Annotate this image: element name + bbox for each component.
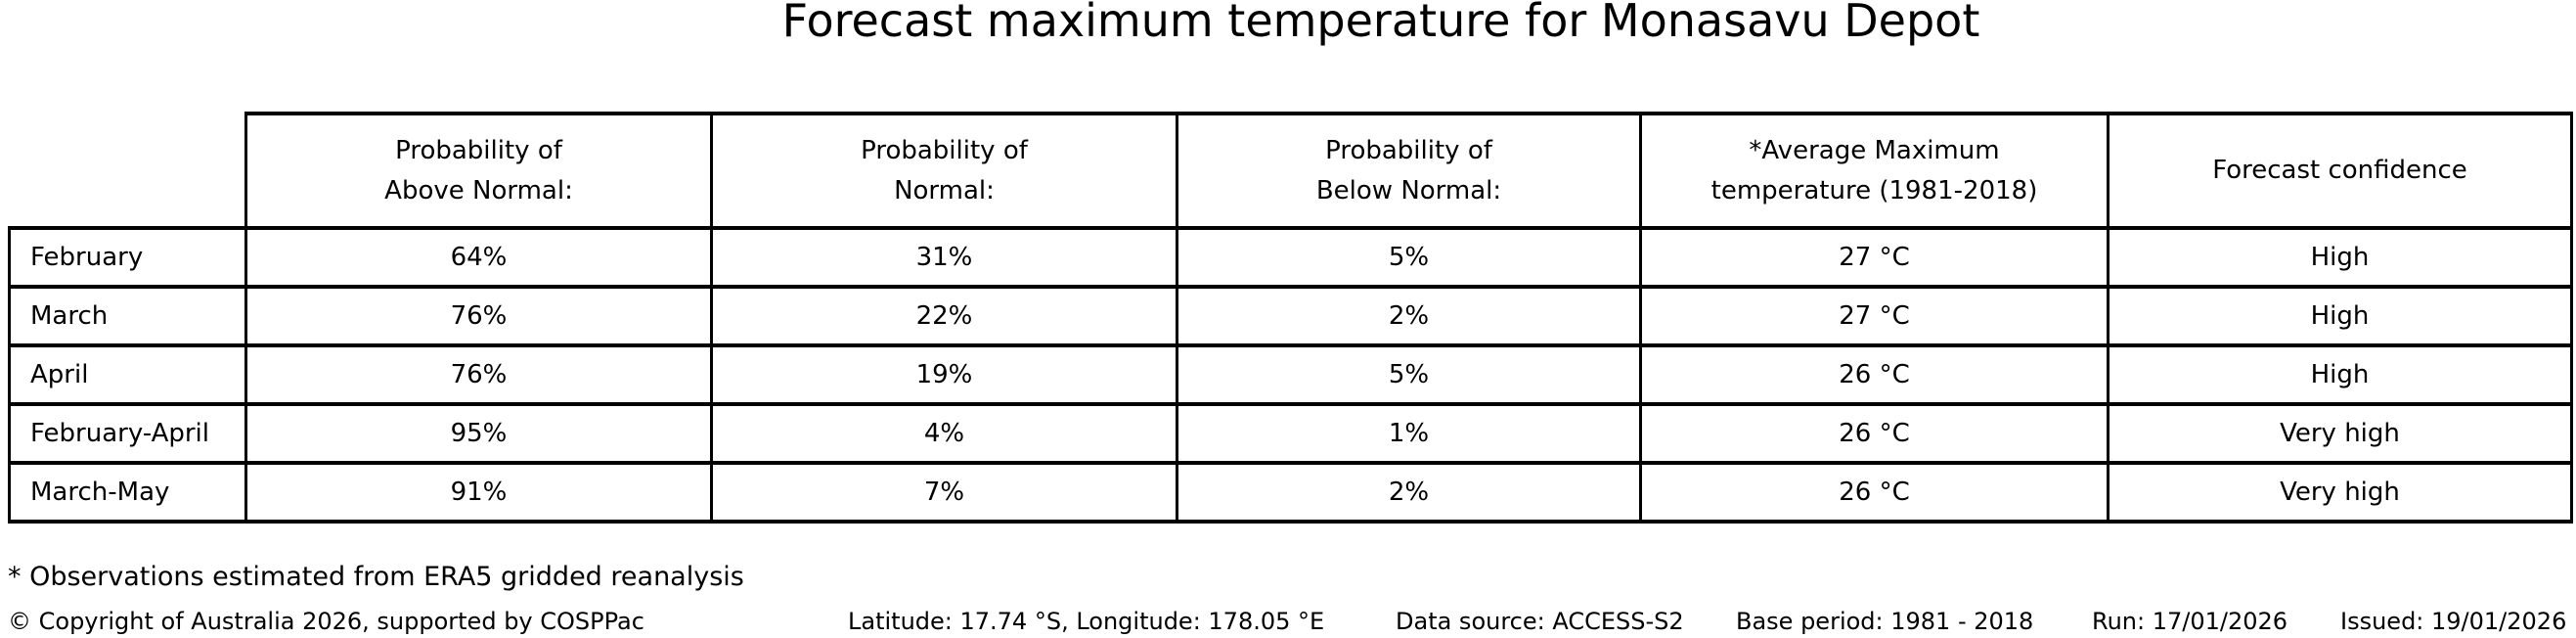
column-header-above-normal: Probability of Above Normal: xyxy=(244,112,713,230)
row-label-april: April xyxy=(8,343,247,406)
cell-forecast-confidence: High xyxy=(2107,343,2573,406)
cell-average-max-temperature: 27 °C xyxy=(1639,285,2110,347)
forecast-table: Probability of Above Normal: Probability… xyxy=(8,112,2573,524)
cell-forecast-confidence: High xyxy=(2107,226,2573,289)
footer-metadata: © Copyright of Australia 2026, supported… xyxy=(0,608,2576,638)
location-coordinates: Latitude: 17.74 °S, Longitude: 178.05 °E xyxy=(848,608,1325,635)
cell-normal: 19% xyxy=(710,343,1178,406)
table-corner-stub xyxy=(10,114,246,228)
data-source-text: Data source: ACCESS-S2 xyxy=(1396,608,1684,635)
row-label-march-may: March-May xyxy=(8,461,247,524)
cell-above-normal: 95% xyxy=(244,402,713,465)
table-row: March-May 91% 7% 2% 26 °C Very high xyxy=(8,461,2573,524)
copyright-text: © Copyright of Australia 2026, supported… xyxy=(8,608,644,635)
observations-footnote: * Observations estimated from ERA5 gridd… xyxy=(8,562,744,592)
cell-below-normal: 5% xyxy=(1176,226,1642,289)
cell-below-normal: 5% xyxy=(1176,343,1642,406)
cell-forecast-confidence: Very high xyxy=(2107,461,2573,524)
page-title: Forecast maximum temperature for Monasav… xyxy=(781,0,1980,47)
cell-below-normal: 2% xyxy=(1176,285,1642,347)
cell-average-max-temperature: 27 °C xyxy=(1639,226,2110,289)
table-row: February 64% 31% 5% 27 °C High xyxy=(8,226,2573,289)
cell-below-normal: 2% xyxy=(1176,461,1642,524)
cell-normal: 31% xyxy=(710,226,1178,289)
base-period-text: Base period: 1981 - 2018 xyxy=(1736,608,2034,635)
cell-normal: 4% xyxy=(710,402,1178,465)
issued-date-text: Issued: 19/01/2026 xyxy=(2340,608,2567,635)
row-label-february-april: February-April xyxy=(8,402,247,465)
cell-below-normal: 1% xyxy=(1176,402,1642,465)
cell-average-max-temperature: 26 °C xyxy=(1639,402,2110,465)
table-header-row: Probability of Above Normal: Probability… xyxy=(10,112,2573,230)
column-header-normal: Probability of Normal: xyxy=(710,112,1178,230)
cell-above-normal: 91% xyxy=(244,461,713,524)
column-header-forecast-confidence: Forecast confidence xyxy=(2107,112,2573,230)
cell-average-max-temperature: 26 °C xyxy=(1639,461,2110,524)
run-date-text: Run: 17/01/2026 xyxy=(2092,608,2288,635)
cell-above-normal: 64% xyxy=(244,226,713,289)
cell-forecast-confidence: High xyxy=(2107,285,2573,347)
row-label-march: March xyxy=(8,285,247,347)
cell-normal: 7% xyxy=(710,461,1178,524)
cell-average-max-temperature: 26 °C xyxy=(1639,343,2110,406)
column-header-below-normal: Probability of Below Normal: xyxy=(1176,112,1642,230)
table-row: March 76% 22% 2% 27 °C High xyxy=(8,285,2573,347)
cell-forecast-confidence: Very high xyxy=(2107,402,2573,465)
row-label-february: February xyxy=(8,226,247,289)
table-row: February-April 95% 4% 1% 26 °C Very high xyxy=(8,402,2573,465)
table-row: April 76% 19% 5% 26 °C High xyxy=(8,343,2573,406)
cell-above-normal: 76% xyxy=(244,343,713,406)
cell-normal: 22% xyxy=(710,285,1178,347)
cell-above-normal: 76% xyxy=(244,285,713,347)
column-header-average-max-temperature: *Average Maximum temperature (1981-2018) xyxy=(1639,112,2110,230)
